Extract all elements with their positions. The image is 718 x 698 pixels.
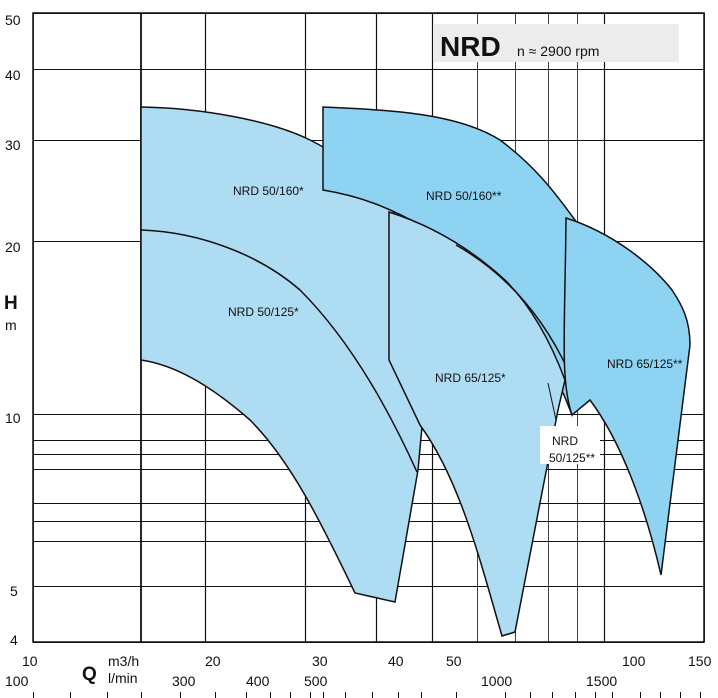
y-tick-20: 20: [5, 239, 21, 255]
x-axis-secondary-ticks: [33, 692, 701, 698]
label-nrd-65-125-double-star: NRD 65/125**: [607, 357, 683, 371]
y-tick-40: 40: [5, 67, 21, 83]
y-tick-10: 10: [5, 410, 21, 426]
y-tick-4: 4: [10, 632, 18, 648]
x-tick-10: 10: [22, 653, 38, 669]
label-nrd-50-125-double-star-line2: 50/125**: [549, 451, 595, 465]
x2-tick-400: 400: [246, 673, 270, 689]
x2-tick-1500: 1500: [586, 673, 617, 689]
area-nrd-65-125-double-star: [563, 216, 691, 576]
x-axis-unit-lmin: l/min: [108, 670, 138, 686]
y-axis: 50 40 30 20 H m 10 5 4: [4, 12, 21, 648]
x-tick-40: 40: [388, 653, 404, 669]
y-tick-50: 50: [5, 12, 21, 28]
x-axis-secondary: 100 300 400 500 1000 1500: [5, 673, 617, 689]
x-axis-unit-m3h: m3/h: [108, 653, 139, 669]
curve-nrd-50-125-star: [140, 229, 418, 473]
y-tick-30: 30: [5, 137, 21, 153]
y-axis-unit: m: [5, 317, 17, 333]
x2-tick-300: 300: [172, 673, 196, 689]
label-nrd-50-125-double-star-line1: NRD: [552, 434, 578, 448]
x-axis-primary: 10 20 30 40 50 100 150: [22, 653, 712, 669]
y-tick-5: 5: [10, 583, 18, 599]
y-axis-label: H: [4, 293, 18, 314]
title-main: NRD: [440, 31, 501, 62]
label-nrd-65-125-star: NRD 65/125*: [435, 371, 506, 385]
x2-tick-1000: 1000: [481, 673, 512, 689]
title-sub: n ≈ 2900 rpm: [517, 43, 599, 59]
label-nrd-50-125-star: NRD 50/125*: [228, 305, 299, 319]
x-axis-label: Q: [82, 664, 97, 685]
x-tick-50: 50: [446, 653, 462, 669]
curve-nrd-50-125-double-star: [455, 244, 573, 386]
plot-frame: [32, 12, 705, 643]
leader-line-nrd-50-125-double-star: [547, 382, 557, 421]
x-tick-30: 30: [312, 653, 328, 669]
x2-tick-100: 100: [5, 673, 29, 689]
x-tick-150: 150: [688, 653, 712, 669]
area-nrd-65-125-star: [388, 210, 566, 637]
x-tick-20: 20: [205, 653, 221, 669]
title-background: [433, 24, 679, 62]
x-tick-100: 100: [622, 653, 646, 669]
x2-tick-500: 500: [304, 673, 328, 689]
label-nrd-50-125-double-star-bg: [540, 426, 600, 464]
curve-areas: [140, 106, 691, 637]
label-nrd-50-160-double-star: NRD 50/160**: [426, 189, 502, 203]
label-nrd-50-160-star: NRD 50/160*: [233, 184, 304, 198]
